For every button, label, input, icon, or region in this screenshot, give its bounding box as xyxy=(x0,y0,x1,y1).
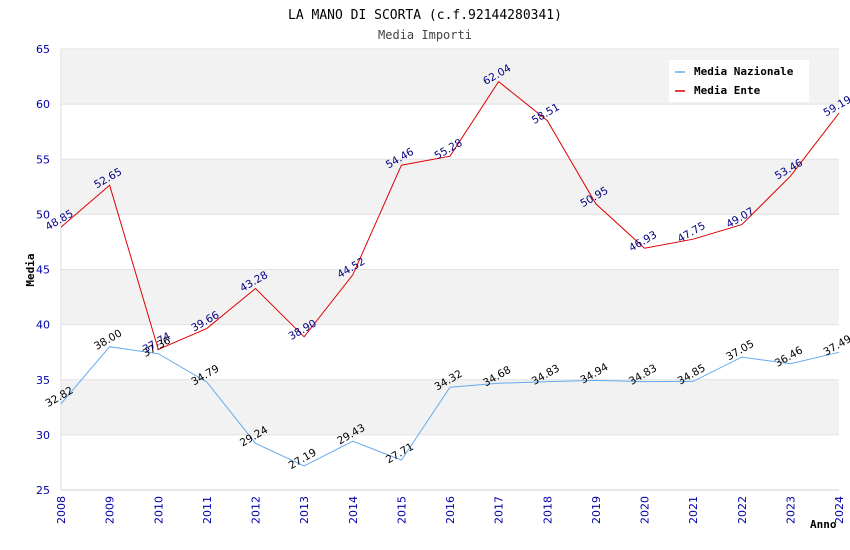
x-tick-label: 2017 xyxy=(493,496,506,524)
series-line-nazionale xyxy=(60,346,840,467)
y-axis-label: Media xyxy=(24,253,37,286)
legend-box xyxy=(669,60,809,102)
chart-subtitle: Media Importi xyxy=(378,28,472,42)
grid-band xyxy=(61,159,839,215)
chart-title: LA MANO DI SCORTA (c.f.92144280341) xyxy=(288,8,562,23)
grid-band xyxy=(61,324,839,380)
x-tick-label: 2010 xyxy=(152,496,165,524)
x-tick-label: 2022 xyxy=(736,496,749,524)
y-tick-label: 45 xyxy=(36,264,50,277)
x-tick-label: 2013 xyxy=(298,496,311,524)
y-tick-label: 25 xyxy=(36,484,50,497)
series-line-ente xyxy=(60,80,840,351)
x-tick-label: 2023 xyxy=(784,496,797,524)
legend-label-nazionale: Media Nazionale xyxy=(694,65,794,78)
x-tick-label: 2021 xyxy=(687,496,700,524)
y-axis-ticks: 25 30 35 40 45 50 55 60 65 xyxy=(36,43,50,497)
series-lines xyxy=(60,80,840,467)
y-tick-label: 50 xyxy=(36,208,50,221)
x-axis-ticks: 2008 2009 2010 2011 2012 2013 2014 2015 2016 2017… xyxy=(55,496,846,524)
grid-bands xyxy=(60,48,839,491)
y-tick-label: 30 xyxy=(36,429,50,442)
legend: Media Nazionale Media Ente xyxy=(669,60,809,102)
x-tick-label: 2012 xyxy=(250,496,263,524)
legend-label-ente: Media Ente xyxy=(694,84,761,97)
x-tick-label: 2011 xyxy=(201,496,214,524)
y-tick-label: 35 xyxy=(36,374,50,387)
x-tick-label: 2019 xyxy=(590,496,603,524)
y-tick-label: 65 xyxy=(36,43,50,56)
y-tick-label: 55 xyxy=(36,153,50,166)
x-tick-label: 2009 xyxy=(104,496,117,524)
grid-band xyxy=(61,434,839,490)
x-tick-label: 2020 xyxy=(639,496,652,524)
grid-band xyxy=(61,214,839,270)
x-tick-label: 2018 xyxy=(541,496,554,524)
x-tick-label: 2016 xyxy=(444,496,457,524)
x-tick-label: 2015 xyxy=(395,496,408,524)
y-tick-label: 40 xyxy=(36,319,50,332)
grid-band xyxy=(61,104,839,160)
x-tick-label: 2008 xyxy=(55,496,68,524)
x-tick-label: 2014 xyxy=(347,496,360,524)
grid-band xyxy=(61,379,839,435)
y-tick-label: 60 xyxy=(36,98,50,111)
grid-band xyxy=(61,269,839,325)
x-tick-label: 2024 xyxy=(833,496,846,524)
x-axis-label: Anno xyxy=(810,518,837,531)
